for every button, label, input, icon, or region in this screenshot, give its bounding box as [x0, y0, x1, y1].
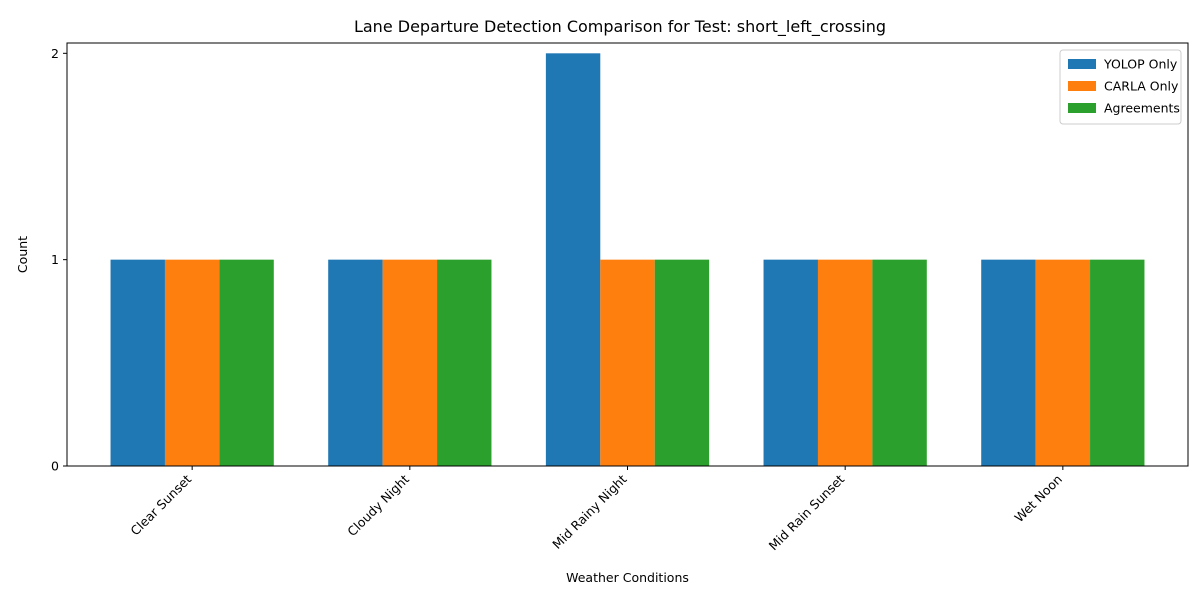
bar-yolop-only-1 [328, 259, 383, 466]
legend-swatch [1068, 59, 1096, 69]
x-axis-label: Weather Conditions [566, 570, 689, 585]
bar-carla-only-1 [382, 259, 438, 466]
bar-carla-only-3 [817, 259, 873, 466]
bar-carla-only-2 [600, 259, 655, 466]
legend-swatch [1068, 81, 1096, 91]
bar-agreements-0 [219, 259, 274, 466]
y-axis-label: Count [15, 236, 30, 273]
legend: YOLOP Only CARLA Only Agreements [1059, 49, 1182, 125]
bar-agreements-3 [872, 259, 927, 466]
legend-label: YOLOP Only [1103, 57, 1178, 72]
bar-yolop-only-4 [981, 259, 1036, 466]
bar-carla-only-0 [164, 259, 220, 466]
legend-label: CARLA Only [1104, 79, 1179, 94]
legend-label: Agreements [1104, 101, 1180, 116]
bar-agreements-1 [437, 259, 492, 466]
bar-yolop-only-0 [110, 259, 165, 466]
plot-area: 0 1 2 Clear Sunset Cloudy Night Mid Rainy Nig… [51, 42, 1189, 553]
y-tick-label: 0 [51, 459, 59, 474]
x-tick-label: Wet Noon [1011, 472, 1065, 526]
bar-yolop-only-2 [545, 53, 601, 466]
chart-title: Lane Departure Detection Comparison for … [354, 17, 886, 37]
y-tick-label: 2 [51, 46, 59, 61]
bar-yolop-only-3 [763, 259, 818, 466]
x-tick-label: Mid Rain Sunset [766, 471, 848, 553]
x-tick-label: Mid Rainy Night [549, 471, 629, 551]
bar-agreements-4 [1090, 259, 1145, 466]
x-tick-label: Cloudy Night [344, 471, 412, 539]
x-tick-label: Clear Sunset [127, 471, 194, 538]
y-tick-label: 1 [51, 252, 59, 267]
bar-agreements-2 [654, 259, 710, 466]
bar-carla-only-4 [1035, 259, 1091, 466]
legend-swatch [1068, 103, 1096, 113]
